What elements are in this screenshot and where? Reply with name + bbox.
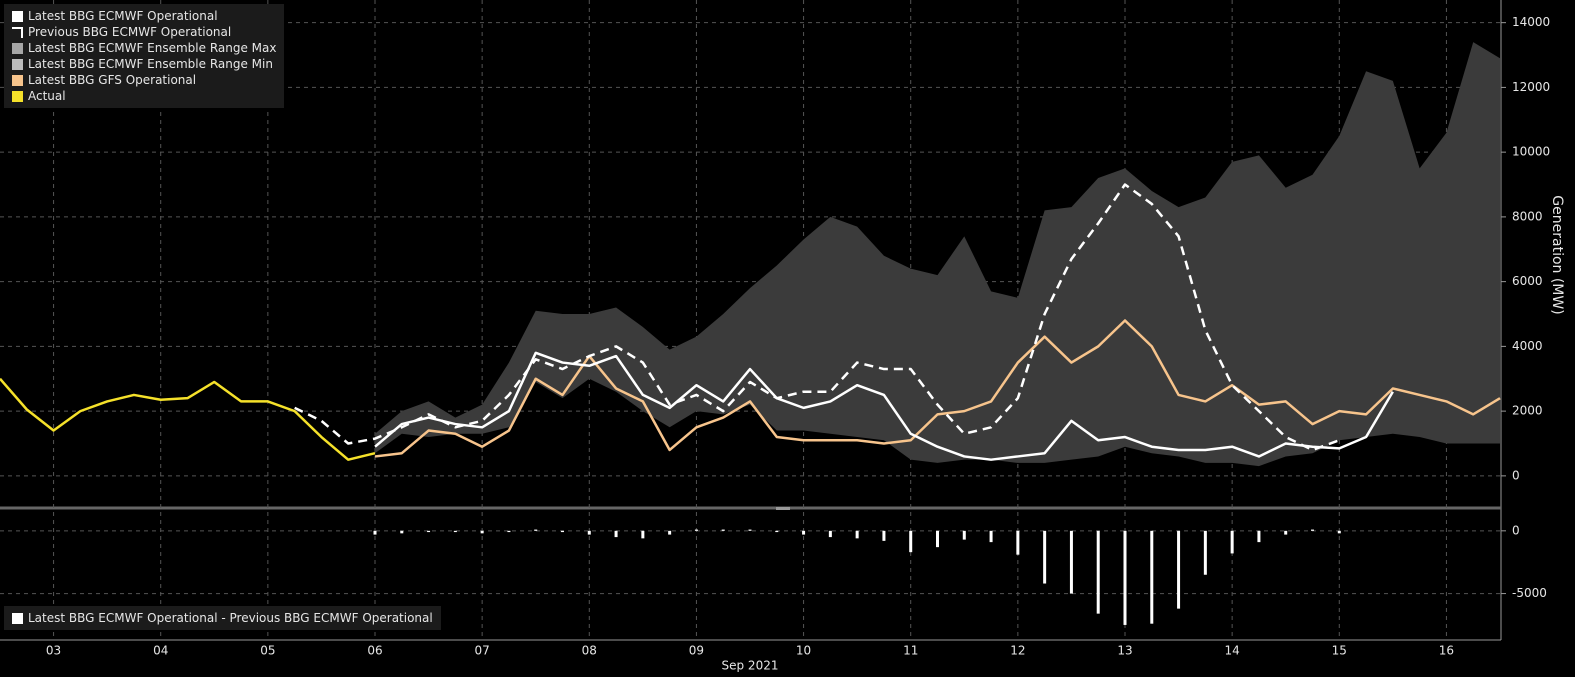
y-tick-label: 8000: [1512, 209, 1543, 223]
bar: [1230, 530, 1234, 554]
y-tick-label: 0: [1512, 468, 1520, 482]
bar: [1177, 530, 1181, 609]
legend-swatch: [12, 58, 23, 70]
legend-entry: Latest BBG ECMWF Ensemble Range Min: [12, 56, 276, 72]
y-tick-label: 10000: [1512, 145, 1550, 159]
bar: [721, 529, 725, 531]
x-tick-label: 06: [367, 644, 382, 658]
legend: Latest BBG ECMWF Operational Previous BBG…: [4, 4, 285, 108]
legend-swatch: [12, 74, 23, 86]
y-tick-label: -5000: [1512, 586, 1547, 600]
bar: [1257, 530, 1261, 543]
bar: [373, 530, 377, 535]
legend-swatch: [12, 90, 23, 102]
legend-swatch: [12, 42, 23, 54]
x-tick-label: 15: [1332, 644, 1347, 658]
bar: [1150, 530, 1154, 624]
y-tick-label: 14000: [1512, 15, 1550, 29]
bar: [641, 530, 645, 539]
x-axis-title: Sep 2021: [722, 659, 779, 673]
legend-entry: Latest BBG GFS Operational: [12, 72, 276, 88]
bar: [828, 530, 832, 538]
legend-entry: Latest BBG ECMWF Operational - Previous …: [12, 610, 433, 626]
x-tick-label: 13: [1117, 644, 1132, 658]
series-line: [374, 319, 1501, 458]
bar: [775, 530, 779, 533]
x-tick-label: 08: [582, 644, 597, 658]
x-tick-label: 14: [1225, 644, 1240, 658]
bar: [561, 530, 564, 533]
x-tick-label: 05: [260, 644, 275, 658]
bar: [909, 530, 913, 553]
x-tick-label: 11: [903, 644, 918, 658]
x-tick-label: 07: [475, 644, 490, 658]
legend-label: Actual: [28, 89, 66, 103]
legend-entry: Actual: [12, 88, 276, 104]
bar: [855, 530, 859, 539]
legend-entry: Latest BBG ECMWF Ensemble Range Max: [12, 40, 276, 56]
bar: [534, 529, 538, 531]
legend-swatch: [12, 26, 23, 38]
legend-label: Previous BBG ECMWF Operational: [28, 25, 232, 39]
bar: [507, 530, 511, 533]
bar: [989, 530, 993, 543]
bar: [882, 530, 886, 541]
legend-label: Latest BBG GFS Operational: [28, 73, 197, 87]
x-tick-label: 03: [46, 644, 61, 658]
bar: [1337, 530, 1341, 534]
bar: [1043, 530, 1047, 584]
bar: [400, 530, 404, 534]
legend-entry: Latest BBG ECMWF Operational: [12, 8, 276, 24]
bar: [1069, 530, 1073, 594]
y-tick-label: 6000: [1512, 274, 1543, 288]
legend: Latest BBG ECMWF Operational - Previous …: [4, 606, 441, 630]
bar: [1016, 530, 1020, 555]
x-tick-label: 09: [689, 644, 704, 658]
legend-label: Latest BBG ECMWF Operational - Previous …: [28, 611, 433, 625]
ensemble-range: [375, 42, 1500, 467]
x-tick-label: 10: [796, 644, 811, 658]
legend-swatch: [12, 10, 23, 22]
y-tick-label: 4000: [1512, 339, 1543, 353]
x-tick-label: 04: [153, 644, 168, 658]
bar: [748, 529, 752, 531]
series-line: [0, 377, 376, 461]
legend-label: Latest BBG ECMWF Ensemble Range Max: [28, 41, 277, 55]
bar: [587, 530, 591, 535]
y-axis-title: Generation (MW): [1549, 195, 1565, 314]
bar: [962, 530, 966, 540]
bar: [936, 530, 939, 548]
bar: [480, 530, 484, 534]
bar: [453, 530, 457, 533]
bar: [694, 529, 698, 531]
bar: [1096, 530, 1100, 614]
series-line: [374, 351, 1394, 461]
bar: [1284, 530, 1288, 535]
bar: [802, 530, 806, 535]
x-tick-label: 16: [1439, 644, 1454, 658]
panel-handle: [776, 507, 790, 510]
bar: [668, 530, 672, 535]
y-tick-label: 2000: [1512, 404, 1543, 418]
bar: [1123, 530, 1127, 625]
bar: [1311, 529, 1314, 531]
legend-swatch: [12, 612, 23, 624]
bar: [1203, 530, 1207, 575]
legend-label: Latest BBG ECMWF Ensemble Range Min: [28, 57, 273, 71]
x-tick-label: 12: [1010, 644, 1025, 658]
y-tick-label: 12000: [1512, 80, 1550, 94]
bar: [427, 530, 431, 533]
y-tick-label: 0: [1512, 523, 1520, 537]
legend-label: Latest BBG ECMWF Operational: [28, 9, 218, 23]
legend-entry: Previous BBG ECMWF Operational: [12, 24, 276, 40]
bar: [614, 530, 618, 538]
